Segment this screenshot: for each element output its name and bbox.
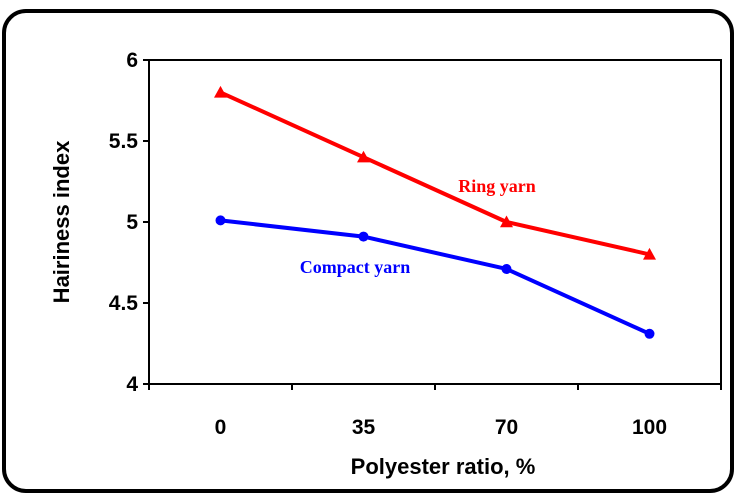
- ring-yarn-point: [214, 85, 227, 98]
- ring-yarn-label: Ring yarn: [458, 176, 536, 196]
- series-layer: [214, 85, 656, 339]
- compact-yarn-point: [501, 263, 512, 274]
- compact-yarn-line: [220, 218, 651, 336]
- compact-yarn-point: [358, 231, 369, 242]
- y-tick-label: 4: [126, 373, 138, 396]
- labels-layer: Polyester ratio, % Hairiness index Ring ya…: [49, 140, 536, 479]
- ring-yarn-point: [643, 247, 656, 260]
- compact-yarn-point: [215, 215, 226, 226]
- ring-yarn-line: [219, 90, 650, 257]
- axes-layer: 4 4.5 5 5.5 6 0 35 70 100: [109, 49, 722, 439]
- x-axis-title: Polyester ratio, %: [351, 454, 536, 479]
- ring-yarn-point: [357, 150, 370, 163]
- x-tick-label: 35: [352, 416, 376, 439]
- y-tick-label: 5.5: [109, 130, 139, 153]
- ring-yarn-point: [500, 215, 513, 228]
- x-tick-label: 100: [632, 416, 667, 439]
- y-tick-label: 6: [126, 49, 138, 72]
- x-tick-label: 70: [495, 416, 518, 439]
- compact-yarn-point: [644, 328, 655, 339]
- y-axis-title: Hairiness index: [49, 140, 74, 303]
- y-tick-label: 4.5: [109, 292, 139, 315]
- compact-yarn-label: Compact yarn: [300, 257, 411, 277]
- x-tick-label: 0: [215, 416, 227, 439]
- y-tick-label: 5: [126, 211, 138, 234]
